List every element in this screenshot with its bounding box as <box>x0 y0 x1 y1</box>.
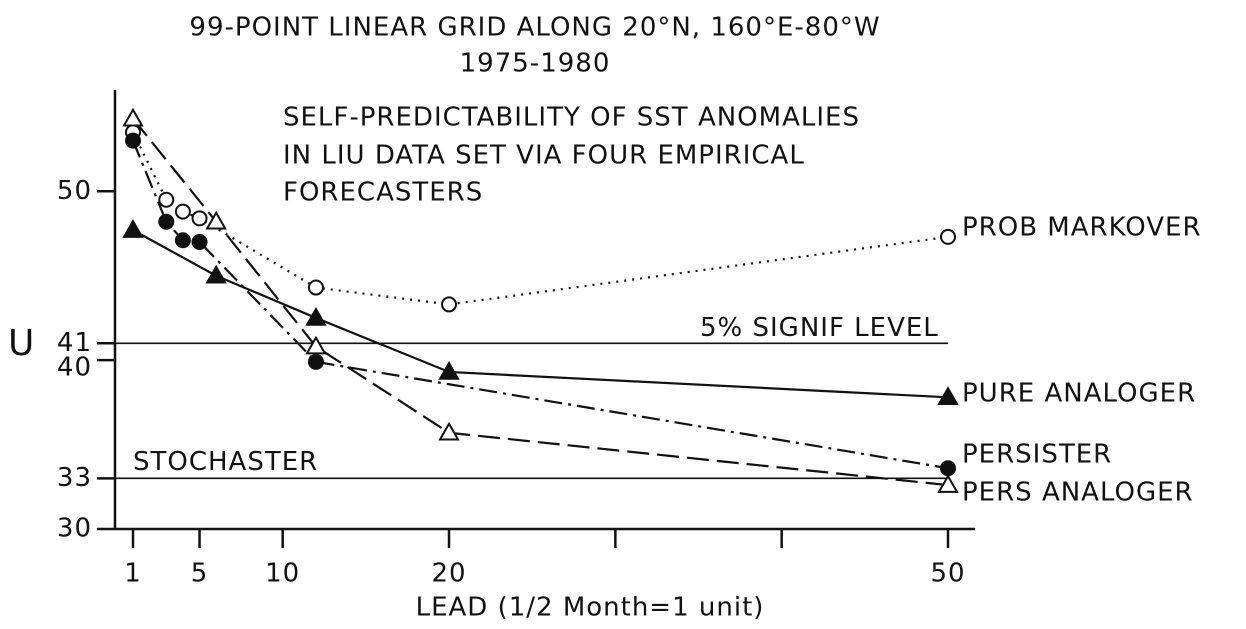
x-tick-label: 50 <box>930 559 965 589</box>
y-tick-label: 50 <box>57 176 92 206</box>
marker <box>937 474 959 493</box>
marker <box>191 233 208 250</box>
legend-label: PROB MARKOVER <box>962 213 1202 243</box>
x-tick-label: 1 <box>124 559 142 589</box>
marker <box>122 219 144 238</box>
marker <box>158 191 175 208</box>
marker <box>940 228 956 245</box>
marker <box>158 213 175 230</box>
x-tick-label: 10 <box>265 559 300 589</box>
marker <box>205 210 227 230</box>
annotation: FORECASTERS <box>283 178 483 208</box>
y-axis-label: U <box>8 323 35 364</box>
marker <box>307 279 324 296</box>
chart-title: 99-POINT LINEAR GRID ALONG 20°N, 160°E-8… <box>189 13 880 43</box>
series-line <box>132 118 949 487</box>
legend-label: PERS ANALOGER <box>962 478 1194 508</box>
marker <box>305 306 327 326</box>
marker <box>438 421 460 441</box>
marker <box>205 264 227 284</box>
reference-label: STOCHASTER <box>133 447 318 477</box>
series-line <box>131 140 949 470</box>
marker <box>307 353 324 370</box>
marker <box>305 335 327 355</box>
marker <box>174 232 191 249</box>
marker <box>438 360 460 380</box>
marker <box>441 296 458 313</box>
chart-subtitle: 1975-1980 <box>460 49 611 79</box>
marker <box>174 203 191 220</box>
y-tick-label: 40 <box>57 353 92 383</box>
y-tick-label: 41 <box>57 328 92 358</box>
x-tick-label: 20 <box>431 559 466 589</box>
marker <box>937 386 959 406</box>
marker <box>122 107 144 127</box>
marker <box>125 132 141 149</box>
marker <box>940 460 956 477</box>
y-tick-label: 33 <box>57 463 92 493</box>
x-axis-label: LEAD (1/2 Month=1 unit) <box>416 593 765 623</box>
reference-label: 5% SIGNIF LEVEL <box>700 313 939 343</box>
annotation: IN LIU DATA SET VIA FOUR EMPIRICAL <box>283 141 805 171</box>
y-tick-label: 30 <box>57 514 92 544</box>
legend-label: PERSISTER <box>962 440 1112 470</box>
legend-label: PURE ANALOGER <box>962 379 1196 409</box>
x-tick-label: 5 <box>191 559 209 589</box>
marker <box>191 210 208 227</box>
annotation: SELF-PREDICTABILITY OF SST ANOMALIES <box>283 103 860 133</box>
